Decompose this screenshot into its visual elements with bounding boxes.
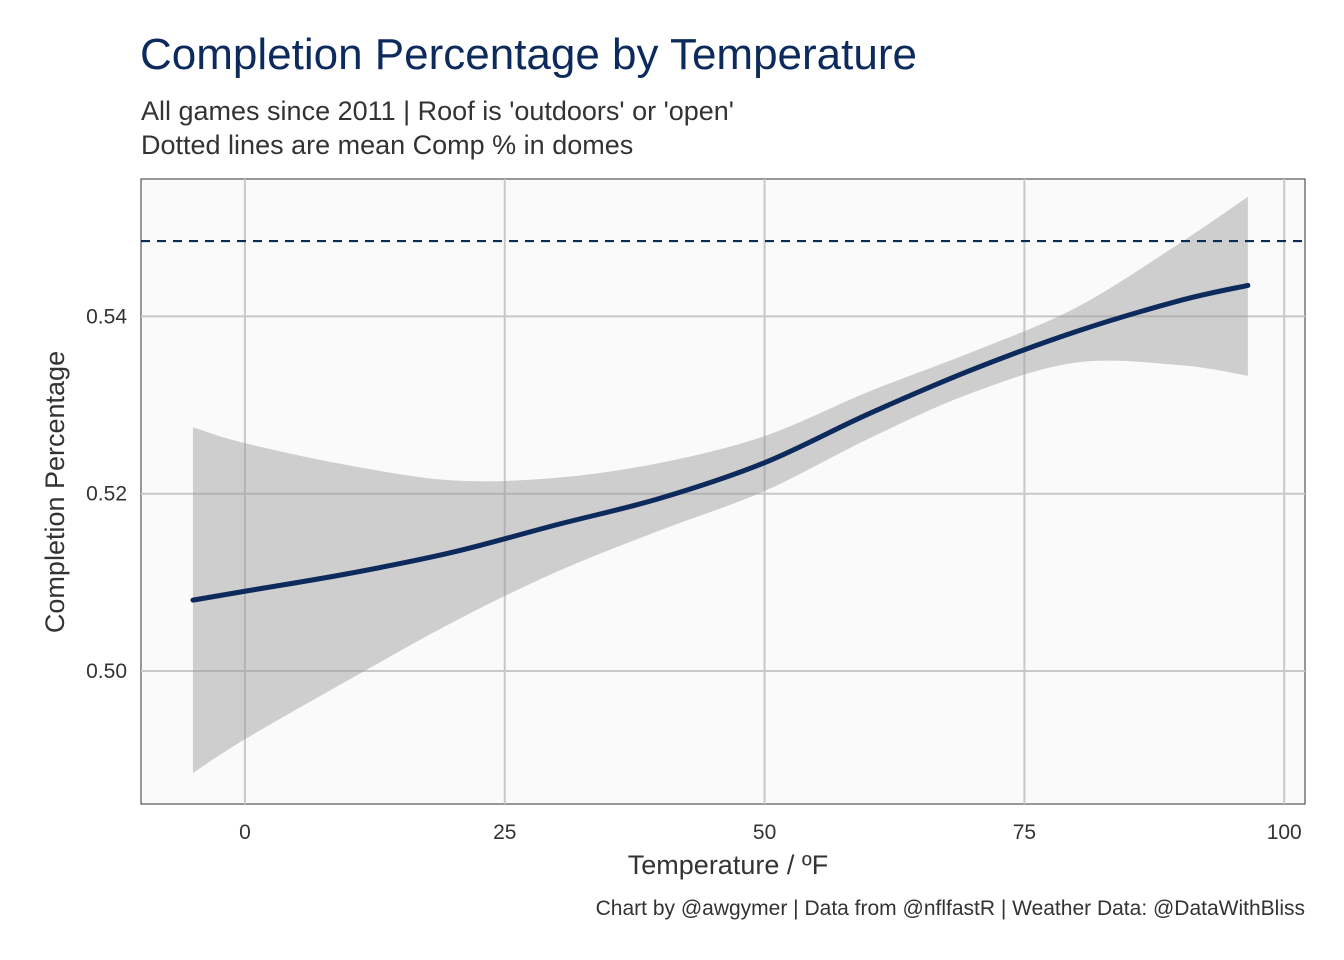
trend-line-layer xyxy=(190,282,1251,603)
y-tick-label: 0.54 xyxy=(86,305,127,328)
y-tick-label: 0.50 xyxy=(86,660,127,683)
x-tick-label: 75 xyxy=(1013,821,1036,844)
x-axis-title: Temperature / ºF xyxy=(628,850,828,880)
chart-caption: Chart by @awgymer | Data from @nflfastR … xyxy=(595,897,1305,920)
chart-subtitle-line-1: All games since 2011 | Roof is 'outdoors… xyxy=(141,96,734,126)
x-tick-label: 50 xyxy=(753,821,776,844)
y-axis-title: Completion Percentage xyxy=(40,351,70,633)
y-tick-label: 0.52 xyxy=(86,483,127,506)
x-tick-label: 25 xyxy=(493,821,516,844)
completion-trend-line xyxy=(190,282,1251,603)
chart-title: Completion Percentage by Temperature xyxy=(140,30,917,79)
confidence-band xyxy=(192,196,1248,773)
chart-subtitle-line-2: Dotted lines are mean Comp % in domes xyxy=(141,130,634,160)
confidence-band-layer xyxy=(192,196,1248,773)
grid-lines xyxy=(141,179,1305,804)
x-tick-label: 100 xyxy=(1267,821,1302,844)
x-axis-ticks: 0 25 50 75 100 xyxy=(239,821,1302,844)
x-tick-label: 0 xyxy=(239,821,251,844)
plot-panel xyxy=(140,178,1306,805)
y-axis-ticks: 0.50 0.52 0.54 xyxy=(86,305,127,683)
